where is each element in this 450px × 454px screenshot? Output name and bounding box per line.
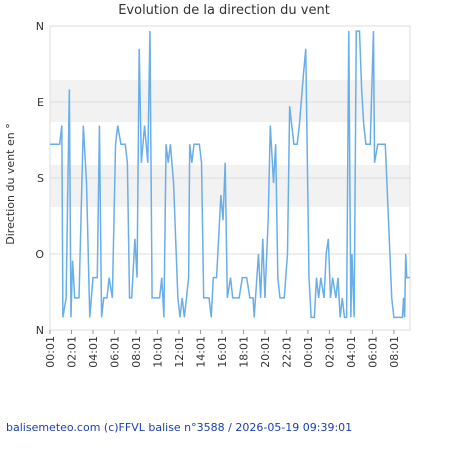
x-tick-label: 04:01: [87, 336, 100, 368]
x-tick-label: 22:01: [280, 336, 293, 368]
x-tick-label: 00:01: [302, 336, 315, 368]
x-tick-label: 00:01: [44, 336, 57, 368]
chart-title: Evolution de la direction du vent: [118, 3, 330, 18]
x-tick-label: 02:01: [323, 336, 336, 368]
x-tick-label: 08:01: [130, 336, 143, 368]
x-tick-label: 20:01: [259, 336, 272, 368]
x-tick-label: 10:01: [151, 336, 164, 368]
y-axis-label: Direction du vent en °: [4, 123, 17, 244]
x-tick-label: 04:01: [345, 336, 358, 368]
y-tick-label: O: [35, 248, 44, 261]
y-tick-label: N: [36, 324, 44, 337]
y-tick-label: S: [37, 172, 44, 185]
x-tick-label: 08:01: [388, 336, 401, 368]
x-tick-label: 14:01: [194, 336, 207, 368]
x-tick-label: 06:01: [108, 336, 121, 368]
x-tick-label: 12:01: [173, 336, 186, 368]
footer: balisemeteo.com (c)FFVL balise n°3588 / …: [6, 421, 352, 434]
y-tick-label: N: [36, 20, 44, 33]
band: [50, 165, 410, 207]
x-tick-label: 06:01: [366, 336, 379, 368]
x-tick-label: 18:01: [237, 336, 250, 368]
x-tick-label: 16:01: [216, 336, 229, 368]
x-tick-label: 02:01: [65, 336, 78, 368]
y-tick-label: E: [37, 96, 44, 109]
line: [50, 30, 410, 319]
